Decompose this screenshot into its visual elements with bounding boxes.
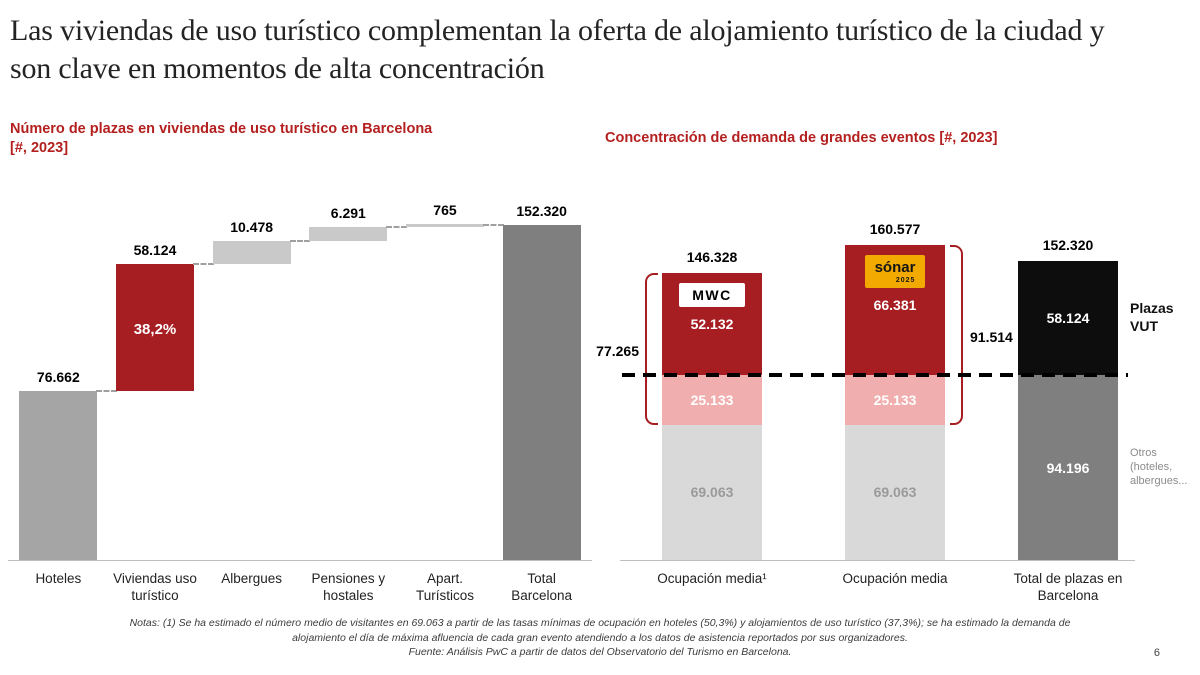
waterfall-bar <box>212 240 291 264</box>
waterfall-value-label: 10.478 <box>230 218 274 235</box>
segment-value-label: 66.381 <box>873 297 917 314</box>
stacked-segment: 94.196 <box>1018 375 1118 560</box>
page-number: 6 <box>1153 647 1160 659</box>
waterfall-bar <box>309 226 388 241</box>
stacked-category-label: Ocupación media¹ <box>657 571 767 586</box>
segment-value-label: 25.133 <box>873 391 917 408</box>
footnotes-inner: Notas: (1) Se ha estimado el número medi… <box>120 616 1080 660</box>
stacked-total-label: 146.328 <box>686 248 738 265</box>
stacked-segment: 58.124 <box>1018 261 1118 376</box>
stacked-axis <box>620 560 1135 561</box>
waterfall-value-label: 152.320 <box>516 203 567 219</box>
waterfall-category-label: Albergues <box>221 571 283 586</box>
bracket-value-label: 77.265 <box>596 342 639 359</box>
right-chart-heading: Concentración de demanda de grandes even… <box>605 130 998 146</box>
waterfall-category-label: Apart. Turísticos <box>415 571 474 603</box>
bracket-left <box>645 272 658 425</box>
waterfall-category-label: Pensiones y hostales <box>311 571 386 603</box>
segment-value-label: 58.124 <box>1046 310 1090 327</box>
waterfall-bar <box>406 223 484 227</box>
waterfall-value-label: 58.124 <box>133 241 177 258</box>
stacked-segment: 69.063 <box>662 424 762 560</box>
segment-value-label: 94.196 <box>1046 459 1090 476</box>
stacked-bar-chart: 69.063 25.133 MWC 52.132 146.328 Ocupación me… <box>596 221 1187 603</box>
bracket-right <box>950 245 963 425</box>
waterfall-category-label: Total Barcelona <box>511 571 573 603</box>
waterfall-bar <box>502 225 581 560</box>
waterfall-bar-pct-label: 38,2% <box>133 321 177 339</box>
slide-title: Las viviendas de uso turístico complemen… <box>10 14 1105 86</box>
left-chart-heading: Número de plazas en viviendas de uso tur… <box>10 120 570 158</box>
threshold-dashed-line <box>622 373 1128 378</box>
waterfall-value-label: 76.662 <box>36 369 80 386</box>
stacked-category-label: Ocupación media <box>842 571 948 586</box>
source-text: Fuente: Análisis PwC a partir de datos d… <box>408 646 792 659</box>
segment-value-label: 52.132 <box>690 315 734 332</box>
waterfall-bar <box>19 391 98 560</box>
waterfall-connector <box>193 262 214 265</box>
stacked-segment: sónar 2025 66.381 <box>845 245 945 376</box>
segment-annotation: Otros (hoteles, albergues... <box>1130 447 1188 487</box>
stacked-total-label: 160.577 <box>869 221 921 237</box>
waterfall-connector <box>386 225 407 228</box>
segment-value-label: 25.133 <box>690 391 734 408</box>
waterfall-bar <box>116 263 194 392</box>
stacked-segment: 69.063 <box>845 424 945 560</box>
stacked-segment: MWC 52.132 <box>662 272 762 376</box>
waterfall-category-label: Viviendas uso turístico <box>113 571 197 603</box>
stacked-total-label: 152.320 <box>1042 237 1094 254</box>
footnotes: Notas: (1) Se ha estimado el número medi… <box>0 616 1200 660</box>
waterfall-category-label: Hoteles <box>35 571 82 586</box>
waterfall-value-label: 765 <box>433 201 457 218</box>
waterfall-connector <box>483 224 504 226</box>
waterfall-chart: 76.662 Hoteles 38,2% 58.124 Viviendas uso tu… <box>8 202 592 603</box>
stacked-segment: 25.133 <box>662 375 762 425</box>
stacked-segment: 25.133 <box>845 375 945 425</box>
footnote-text: Notas: (1) Se ha estimado el número medi… <box>129 617 1071 644</box>
segment-annotation: Plazas VUT <box>1130 300 1174 334</box>
sonar-logo-year: 2025 <box>895 277 916 285</box>
segment-value-label: 69.063 <box>690 484 734 501</box>
waterfall-axis <box>8 560 592 561</box>
waterfall-connector <box>96 390 117 393</box>
left-chart-title: Número de plazas en viviendas de uso tur… <box>10 121 433 137</box>
segment-value-label: 69.063 <box>873 484 917 501</box>
stacked-category-label: Total de plazas en Barcelona <box>1013 571 1123 603</box>
waterfall-value-label: 6.291 <box>330 204 366 221</box>
mwc-logo: MWC <box>679 282 745 307</box>
bracket-value-label: 91.514 <box>970 328 1013 345</box>
waterfall-connector <box>289 239 311 242</box>
sonar-logo: sónar 2025 <box>864 255 926 289</box>
left-chart-unit-label: [#, 2023] <box>10 139 69 156</box>
